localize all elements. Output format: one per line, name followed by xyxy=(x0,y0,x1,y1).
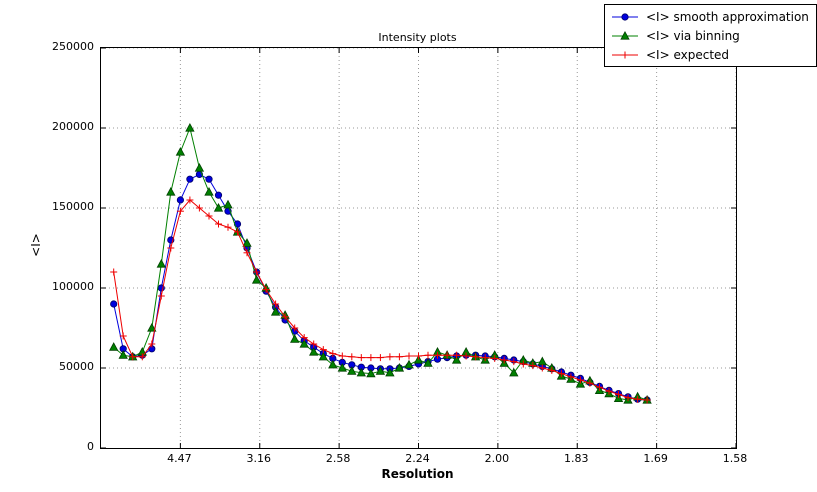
y-tick-label: 0 xyxy=(87,440,94,453)
triangle-marker-icon xyxy=(175,146,186,156)
legend-entry: <I> expected xyxy=(610,45,809,64)
triangle-marker-icon xyxy=(356,367,366,377)
circle-marker-icon xyxy=(214,191,223,199)
triangle-marker-icon xyxy=(328,359,338,369)
x-tick-label: 1.83 xyxy=(564,452,589,465)
circle-marker-icon xyxy=(176,196,185,204)
triangle-marker-icon xyxy=(204,186,214,196)
triangle-marker-icon xyxy=(620,30,630,40)
x-tick-label: 1.69 xyxy=(643,452,668,465)
plus-legend-sample-icon xyxy=(612,51,638,58)
triangle-marker-icon xyxy=(270,306,281,316)
triangle-marker-icon xyxy=(375,366,386,375)
triangle-marker-icon xyxy=(404,359,414,369)
triangle-marker-icon xyxy=(290,334,300,343)
triangle-marker-icon xyxy=(118,350,128,359)
legend-label: <I> expected xyxy=(646,47,730,62)
x-tick-label: 2.24 xyxy=(405,452,430,465)
triangle-marker-icon xyxy=(337,362,347,372)
y-tick-label: 100000 xyxy=(52,280,94,293)
legend-entry: <I> via binning xyxy=(610,26,809,45)
circle-marker-icon xyxy=(205,175,213,183)
triangle-marker-icon xyxy=(347,366,357,375)
triangle-marker-icon xyxy=(147,322,157,332)
y-tick-label: 50000 xyxy=(59,360,94,373)
plot-area xyxy=(100,47,737,449)
triangle-marker-icon xyxy=(223,199,233,209)
x-tick-label: 3.16 xyxy=(246,452,272,465)
triangle-marker-icon xyxy=(537,356,547,366)
x-tick-label: 1.58 xyxy=(722,452,748,465)
triangle-marker-icon xyxy=(109,342,119,351)
triangle-marker-icon xyxy=(394,362,405,372)
y-axis-label: <I> xyxy=(28,233,43,257)
triangle-marker-icon xyxy=(156,258,166,268)
triangle-marker-icon xyxy=(213,202,224,212)
legend-label: <I> smooth approximation xyxy=(646,9,809,24)
circle-marker-icon xyxy=(186,175,194,183)
triangle-marker-icon xyxy=(613,393,624,403)
triangle-marker-icon xyxy=(385,367,395,377)
y-tick-label: 250000 xyxy=(52,40,94,53)
triangle-marker-icon xyxy=(299,338,309,348)
circle-marker-icon xyxy=(110,300,118,308)
triangle-marker-icon xyxy=(451,354,462,364)
series-expected xyxy=(110,196,651,404)
plot-canvas xyxy=(101,48,736,448)
triangle-marker-icon xyxy=(309,346,319,356)
legend-label: <I> via binning xyxy=(646,28,740,43)
legend: <I> smooth approximation <I> via binning <… xyxy=(604,4,817,67)
chart-title: Intensity plots xyxy=(378,31,457,44)
triangle-marker-icon xyxy=(366,368,376,378)
y-tick-label: 200000 xyxy=(52,120,94,133)
x-tick-label: 2.58 xyxy=(325,452,351,465)
triangle-marker-icon xyxy=(166,186,176,196)
triangle-marker-icon xyxy=(509,367,519,377)
triangle-legend-sample-icon xyxy=(612,30,638,40)
y-tick-label: 150000 xyxy=(52,200,94,213)
triangle-marker-icon xyxy=(194,162,205,172)
x-axis-label: Resolution xyxy=(381,467,454,481)
legend-entry: <I> smooth approximation xyxy=(610,7,809,26)
x-tick-label: 4.47 xyxy=(167,452,192,465)
triangle-marker-icon xyxy=(423,358,433,367)
circle-legend-sample-icon xyxy=(612,12,638,21)
triangle-marker-icon xyxy=(318,351,328,361)
triangle-marker-icon xyxy=(242,238,252,247)
triangle-marker-icon xyxy=(251,274,262,284)
circle-marker-icon xyxy=(621,12,629,21)
x-tick-label: 2.00 xyxy=(484,452,510,465)
triangle-marker-icon xyxy=(185,122,195,132)
series-via-binning xyxy=(109,122,652,404)
